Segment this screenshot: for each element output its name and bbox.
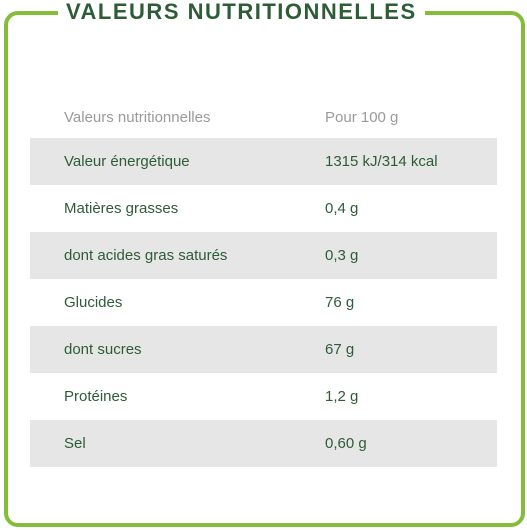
nutrient-name: Glucides (64, 294, 123, 311)
table-row: Glucides 76 g (30, 279, 497, 326)
nutrient-value: 0,60 g (325, 435, 367, 452)
nutrient-value: 0,3 g (325, 247, 359, 264)
nutrient-value: 1,2 g (325, 388, 359, 405)
nutrient-value: 76 g (325, 294, 355, 311)
nutrient-name: Valeur énergétique (64, 153, 190, 170)
table-row: Protéines 1,2 g (30, 373, 497, 420)
nutrient-name: dont sucres (64, 341, 142, 358)
title-container: VALEURS NUTRITIONNELLES (58, 0, 425, 24)
nutrient-name: Sel (64, 435, 86, 452)
nutrient-value: 0,4 g (325, 200, 359, 217)
nutrient-name: dont acides gras saturés (64, 247, 228, 264)
table-row: Sel 0,60 g (30, 420, 497, 467)
table-header-row: Valeurs nutritionnelles Pour 100 g (30, 96, 497, 138)
table-row: Matières grasses 0,4 g (30, 185, 497, 232)
nutrient-value: 67 g (325, 341, 355, 358)
table-row: dont sucres 67 g (30, 326, 497, 373)
table-row: dont acides gras saturés 0,3 g (30, 232, 497, 279)
column-header-nutrient: Valeurs nutritionnelles (64, 108, 211, 126)
nutrition-table: Valeurs nutritionnelles Pour 100 g Valeu… (30, 96, 497, 467)
nutrient-value: 1315 kJ/314 kcal (325, 153, 438, 170)
nutrient-name: Matières grasses (64, 200, 179, 217)
nutrient-name: Protéines (64, 388, 128, 405)
page-title: VALEURS NUTRITIONNELLES (66, 0, 417, 24)
column-header-per-100g: Pour 100 g (325, 108, 399, 126)
table-row: Valeur énergétique 1315 kJ/314 kcal (30, 138, 497, 185)
